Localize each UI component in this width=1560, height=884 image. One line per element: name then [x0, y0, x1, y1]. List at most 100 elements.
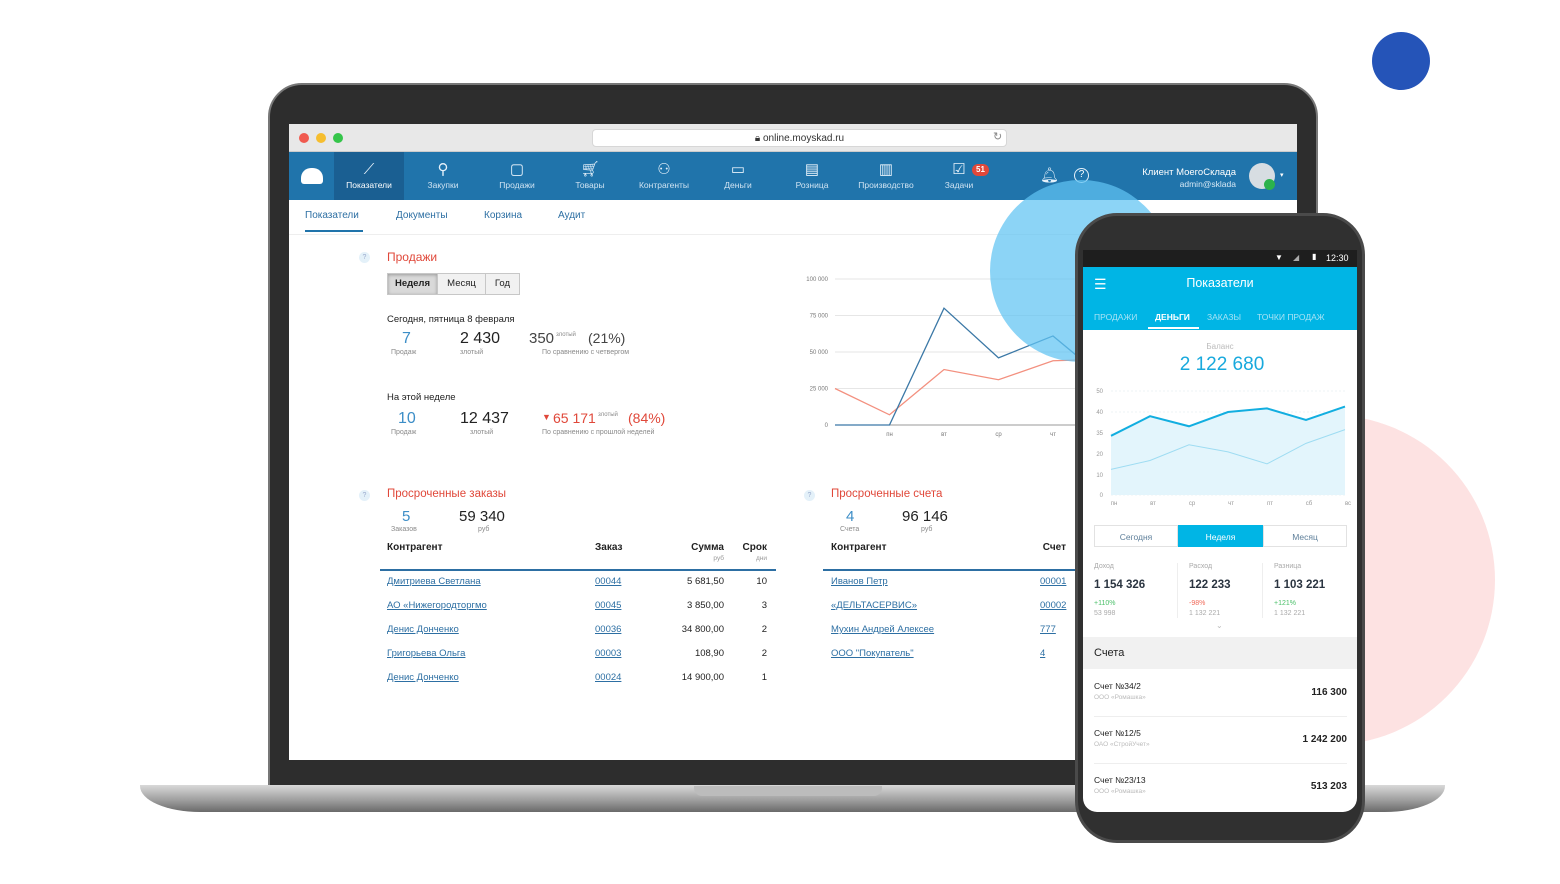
accounts-header: [1083, 637, 1357, 669]
logo-icon: [301, 168, 323, 184]
store-icon: ▤: [804, 161, 820, 178]
nav-item-money[interactable]: ▭ Деньги: [703, 152, 773, 200]
period-week-button[interactable]: Неделя: [387, 273, 438, 295]
subtab-trash[interactable]: Корзина: [484, 210, 523, 221]
chevron-down-icon[interactable]: ▾: [1280, 172, 1284, 179]
bell-icon[interactable]: 🔔︎: [1040, 167, 1060, 184]
nav-label: Продажи: [499, 180, 535, 190]
mobile-tab-sales[interactable]: ПРОДАЖИ: [1094, 312, 1138, 322]
term-unit: дни: [755, 555, 767, 562]
status-bar: [1083, 250, 1357, 267]
divider: [1177, 563, 1178, 618]
contractor-link[interactable]: ООО "Покупатель": [831, 648, 914, 659]
today-diff-unit: злотый: [556, 332, 576, 338]
col-contractor: Контрагент: [831, 542, 887, 553]
order-link[interactable]: 00003: [595, 648, 622, 659]
nav-item-indicators[interactable]: ⟋ Показатели: [334, 152, 404, 200]
period-year-button[interactable]: Год: [485, 273, 520, 295]
stat-value: 1 103 221: [1274, 579, 1326, 591]
expand-chevron-icon[interactable]: ⌄: [1216, 621, 1223, 630]
order-sum: 108,90: [694, 648, 724, 659]
account-org: ОАО «СтройУчет»: [1094, 741, 1150, 748]
balance-label: Баланс: [1206, 342, 1234, 351]
subtab-documents[interactable]: Документы: [396, 210, 448, 221]
nav-item-goods[interactable]: 🛒︎ Товары: [555, 152, 625, 200]
account-title[interactable]: Счет №12/5: [1094, 728, 1141, 738]
hamburger-menu-icon[interactable]: ☰: [1094, 276, 1107, 292]
subtab-audit[interactable]: Аудит: [558, 210, 586, 221]
nav-item-contractors[interactable]: ⚇ Контрагенты: [629, 152, 699, 200]
invoice-link[interactable]: 00001: [1040, 576, 1067, 587]
accounts-title: Счета: [1094, 647, 1125, 659]
x-tick-label: вс: [1345, 501, 1351, 507]
stat-prev: 1 132 221: [1274, 610, 1306, 617]
order-sum: 3 850,00: [687, 600, 724, 611]
orders-title: Просроченные заказы: [387, 488, 507, 500]
order-link[interactable]: 00044: [595, 576, 622, 587]
sales-line-chart: 100 000 75 000 50 000 25 000 0 пн вт ср чт: [806, 277, 1080, 438]
active-tab-underline: [1148, 327, 1199, 329]
close-window-button[interactable]: [299, 133, 309, 143]
nav-item-purchases[interactable]: ⚲ Закупки: [408, 152, 478, 200]
contractor-link[interactable]: Иванов Петр: [831, 576, 888, 587]
series-line: [1110, 429, 1346, 470]
help-icon[interactable]: ?: [359, 490, 370, 501]
mobile-header: [1083, 267, 1357, 330]
col-order: Заказ: [595, 542, 623, 553]
y-tick-label: 35: [1096, 431, 1103, 437]
order-link[interactable]: 00045: [595, 600, 622, 611]
x-tick-label: чт: [1050, 432, 1056, 438]
col-contractor: Контрагент: [387, 542, 443, 553]
money-area-chart: 50 40 35 20 10 0 пн вт ср чт пт сб вс: [1096, 389, 1351, 507]
col-invoice: Счет: [1042, 542, 1066, 553]
mobile-period-week[interactable]: Неделя: [1178, 525, 1263, 547]
order-link[interactable]: 00036: [595, 624, 622, 635]
mobile-tab-orders[interactable]: ЗАКАЗЫ: [1207, 312, 1241, 322]
week-diff-pct: (84%): [628, 410, 666, 426]
order-link[interactable]: 00024: [595, 672, 622, 683]
contractor-link[interactable]: Григорьева Ольга: [387, 648, 466, 659]
today-count: 7: [402, 330, 411, 347]
contractor-link[interactable]: Мухин Андрей Алексее: [831, 624, 935, 635]
contractor-link[interactable]: Денис Донченко: [387, 672, 459, 683]
nav-item-production[interactable]: ▥ Производство: [851, 152, 921, 200]
mobile-tab-money[interactable]: ДЕНЬГИ: [1155, 312, 1190, 322]
invoice-link[interactable]: 4: [1040, 648, 1046, 659]
chart-line-icon: ⟋: [363, 161, 375, 178]
contractor-link[interactable]: Дмитриева Светлана: [387, 576, 481, 587]
nav-label: Товары: [575, 180, 605, 190]
maximize-window-button[interactable]: [333, 133, 343, 143]
contractor-link[interactable]: Денис Донченко: [387, 624, 459, 635]
mobile-title: Показатели: [1186, 276, 1254, 290]
nav-item-tasks[interactable]: ☑ Задачи: [924, 152, 994, 200]
nav-label: Закупки: [427, 180, 459, 190]
contractor-link[interactable]: «ДЕЛЬТАСЕРВИС»: [831, 600, 918, 611]
help-icon[interactable]: ?: [359, 252, 370, 263]
nav-item-retail[interactable]: ▤ Розница: [777, 152, 847, 200]
stat-pct: -98%: [1189, 600, 1206, 607]
divider: [1262, 563, 1263, 618]
order-sum: 34 800,00: [681, 624, 724, 635]
account-title[interactable]: Счет №23/13: [1094, 775, 1146, 785]
mobile-period-month[interactable]: Месяц: [1263, 525, 1347, 547]
minimize-window-button[interactable]: [316, 133, 326, 143]
invoice-link[interactable]: 00002: [1040, 600, 1067, 611]
account-title[interactable]: Счет №34/2: [1094, 681, 1141, 691]
help-icon[interactable]: ?: [804, 490, 815, 501]
mobile-tab-points[interactable]: ТОЧКИ ПРОДАЖ: [1257, 312, 1325, 322]
invoice-link[interactable]: 777: [1040, 624, 1056, 635]
y-tick-label: 25 000: [810, 387, 829, 393]
nav-item-sales[interactable]: ▢ Продажи: [482, 152, 552, 200]
bag-icon: ▢: [509, 161, 525, 178]
col-term: Срок: [742, 542, 767, 553]
week-sum-label: злотый: [470, 429, 494, 436]
period-month-button[interactable]: Месяц: [437, 273, 486, 295]
reload-icon[interactable]: ↻: [993, 131, 1003, 143]
x-tick-label: вт: [941, 432, 947, 438]
battery-icon: ▮: [1312, 252, 1317, 261]
user-name[interactable]: Клиент МоегоСклада: [1142, 167, 1236, 178]
mobile-period-today[interactable]: Сегодня: [1094, 525, 1178, 547]
contractor-link[interactable]: АО «Нижегородторгмо: [387, 600, 487, 611]
subtab-indicators[interactable]: Показатели: [305, 210, 359, 221]
address-bar[interactable]: 🔒︎ online.moyskad.ru: [592, 129, 1007, 147]
